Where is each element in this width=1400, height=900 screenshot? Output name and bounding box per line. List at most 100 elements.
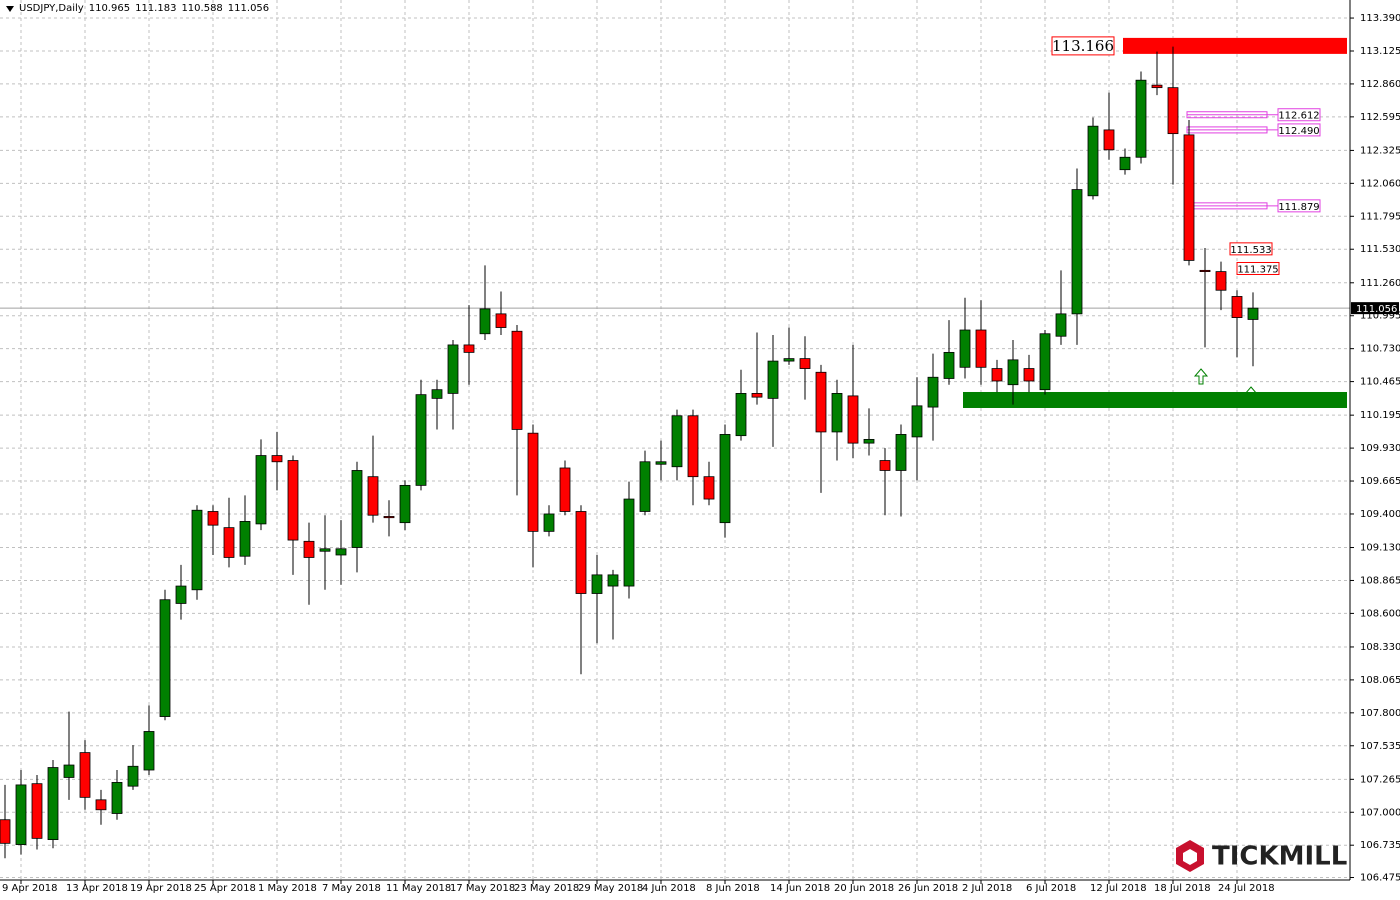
candle-body [1055,313,1067,337]
x-tick-label: 18 Jul 2018 [1154,883,1211,894]
y-tick-label: 110.195 [1360,410,1400,421]
candle-body [911,405,923,438]
header: USDJPY,Daily 110.965 111.183 110.588 111… [6,3,269,14]
candle-body [463,344,475,353]
open-value: 110.965 [88,3,131,14]
candle-body [15,784,27,845]
y-tick-label: 108.600 [1360,608,1400,619]
y-tick-label: 107.265 [1360,774,1400,785]
x-tick-label: 12 Jul 2018 [1090,883,1147,894]
candle-body [191,509,203,591]
x-tick-label: 29 May 2018 [578,883,643,894]
y-tick-label: 108.065 [1360,675,1400,686]
candle-body [79,752,91,798]
level-label-box [1236,261,1280,275]
symbol: USDJPY,Daily [19,3,84,14]
candle-body [655,461,667,465]
plot: 113.166 112.612 112.490 111.879 111.533 111.3… [0,36,1350,859]
x-tick-label: 23 May 2018 [514,883,579,894]
y-tick-label: 111.795 [1360,211,1400,222]
x-tick-label: 2 Jul 2018 [962,883,1012,894]
candle-body [559,467,571,512]
x-tick-label: 1 May 2018 [258,883,317,894]
level-label-box [1277,199,1321,213]
candle-body [767,360,779,399]
candle-body [95,799,107,811]
x-tick-label: 14 Jun 2018 [770,883,830,894]
candle-body [991,368,1003,382]
zone-label-box [1051,36,1115,56]
candle-body [127,765,139,787]
candle-body [383,516,395,519]
candle-body [175,585,187,604]
y-tick-label: 110.730 [1360,344,1400,355]
candle-body [159,599,171,717]
candle-body [527,432,539,532]
candle-body [47,767,59,841]
candle-body [943,351,955,379]
candle-body [1103,129,1115,151]
candle-body [1215,271,1227,291]
candle-body [591,574,603,594]
candle-body [735,393,747,437]
candle-body [975,329,987,368]
candle-body [879,460,891,471]
candle-body [111,782,123,814]
y-tick-label: 109.400 [1360,509,1400,520]
candle-body [639,461,651,512]
logo-text: TICKMILL [1212,842,1347,872]
candle-body [863,438,875,444]
candle-body [335,548,347,556]
candle-body [0,819,11,844]
level-label: 111.879 [1278,202,1319,213]
x-tick-label: 25 Apr 2018 [194,883,256,894]
x-tick-label: 8 Jun 2018 [706,883,760,894]
candle-body [319,548,331,552]
candle-body [431,389,443,399]
level-label-box [1277,123,1321,137]
candle-body [479,308,491,335]
candle-body [927,376,939,408]
level-label: 112.612 [1278,111,1319,122]
x-tick-label: 13 Apr 2018 [66,883,128,894]
candle-body [511,330,523,430]
y-tick-label: 112.060 [1360,178,1400,189]
candle-body [847,395,859,444]
x-tick-label: 9 Apr 2018 [2,883,57,894]
level-label: 112.490 [1278,126,1319,137]
candle-body [223,527,235,558]
close-value: 111.056 [227,3,270,14]
candle-body [1167,87,1179,135]
candle-body [367,476,379,516]
candle-body [399,484,411,524]
x-tick-label: 20 Jun 2018 [834,883,894,894]
up-arrow [1193,368,1209,385]
candle-body [287,460,299,541]
x-tick-label: 6 Jul 2018 [1026,883,1076,894]
candle-body [687,415,699,478]
candle-body [447,344,459,394]
candle-body [351,470,363,548]
y-tick-label: 112.595 [1360,112,1400,123]
grid [0,0,1350,880]
y-tick-label: 112.860 [1360,79,1400,90]
candle-body [1071,189,1083,315]
x-tick-label: 17 May 2018 [450,883,515,894]
y-tick-label: 108.865 [1360,575,1400,586]
x-tick-label: 4 Jun 2018 [642,883,696,894]
current-price-label: 111.056 [1356,304,1397,315]
candle-body [255,455,267,525]
candle-body [1183,134,1195,261]
candle-body [783,358,795,362]
candle-body [719,434,731,524]
x-tick-label: 24 Jul 2018 [1218,883,1275,894]
y-tick-label: 110.995 [1360,311,1400,322]
candle-body [271,455,283,463]
candle-body [607,574,619,587]
low-value: 110.588 [181,3,223,14]
zone [1123,37,1347,54]
y-tick-label: 107.535 [1360,741,1400,752]
candle-body [63,764,75,778]
